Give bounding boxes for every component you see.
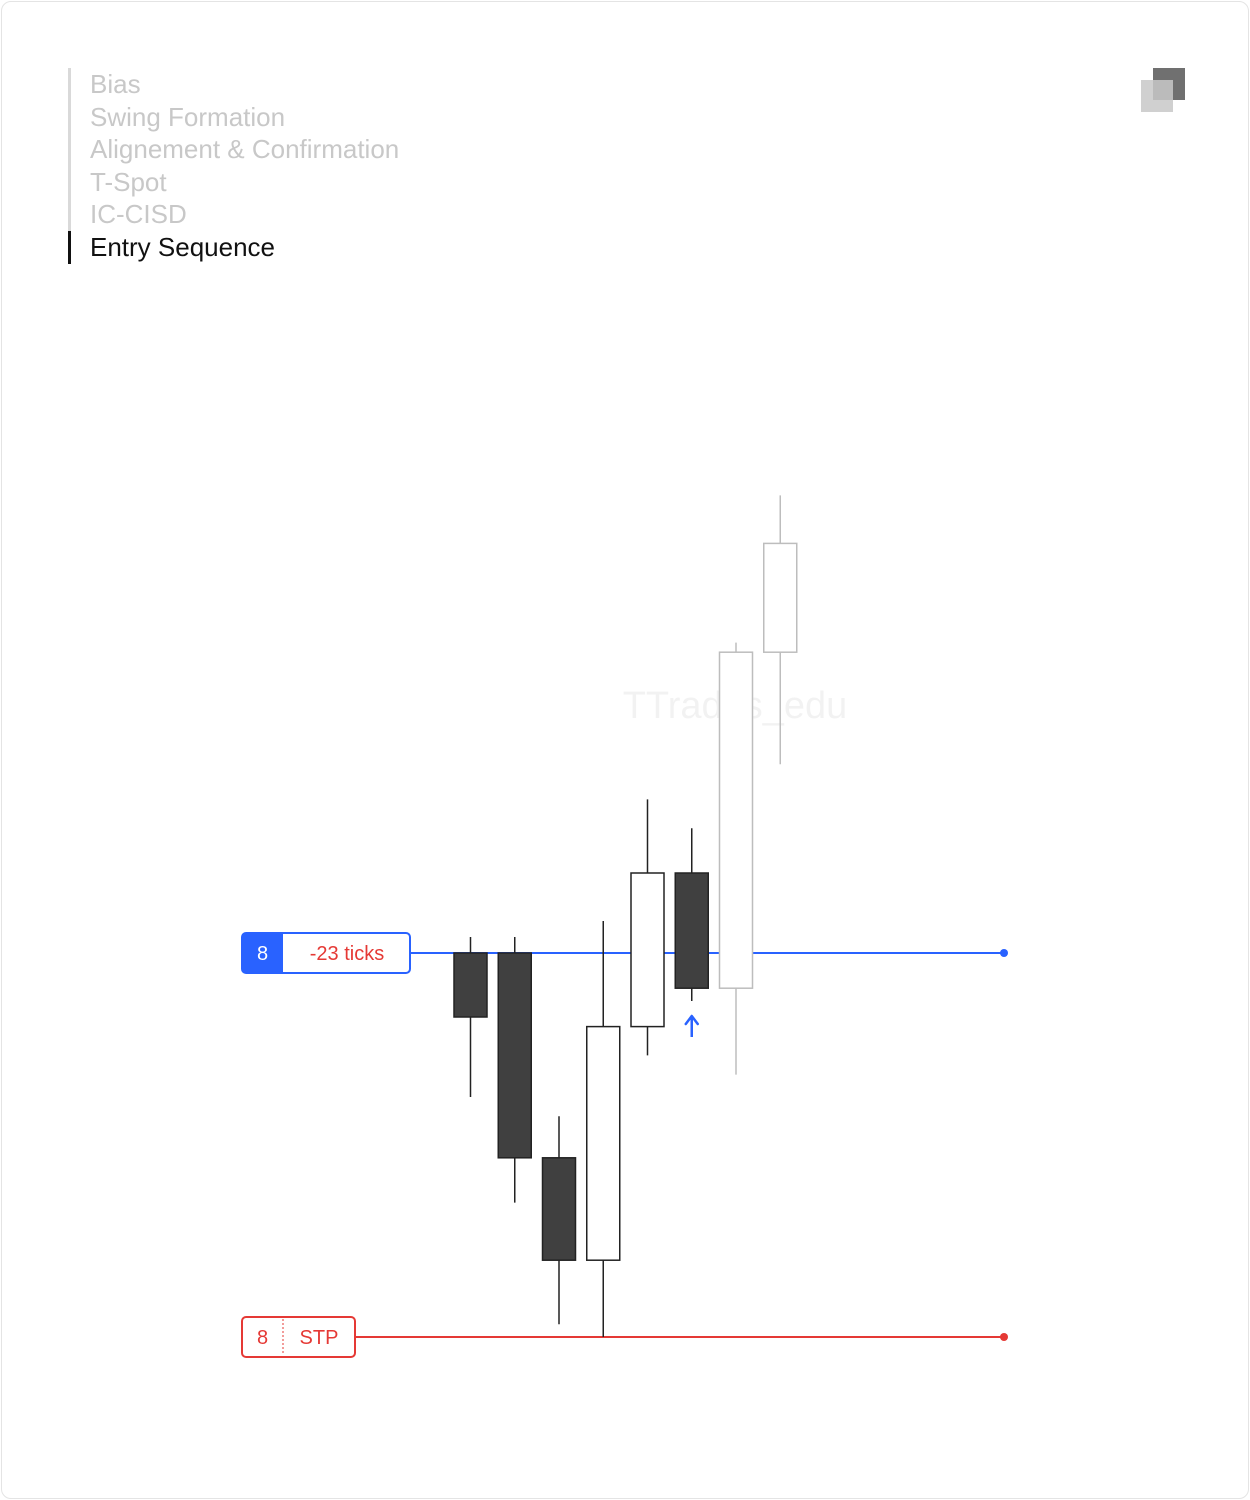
- candle-body-bearish: [541, 1157, 577, 1261]
- candle: [718, 642, 754, 1075]
- step-entry-sequence: Entry Sequence: [68, 230, 491, 264]
- step-t-spot: T-Spot: [90, 166, 167, 197]
- candle: [763, 495, 798, 765]
- candle-body-bearish: [453, 952, 488, 1018]
- brand-logo: [1141, 68, 1187, 114]
- step-swing-formation: Swing Formation: [90, 101, 286, 132]
- candle: [630, 799, 665, 1056]
- entry-level-handle[interactable]: [1000, 949, 1008, 957]
- candle: [674, 828, 709, 1001]
- candle: [497, 937, 532, 1203]
- candle: [586, 921, 621, 1337]
- stop-order-qty: 8: [257, 1327, 268, 1349]
- candles: [453, 495, 798, 1337]
- candle-body-bearish: [674, 872, 709, 989]
- step-ic-cisd: IC-CISD: [90, 199, 187, 230]
- candle-body-bullish: [630, 872, 665, 1028]
- stop-order-tag[interactable]: 8 STP: [241, 1316, 356, 1358]
- candle-body-bullish: [718, 651, 754, 989]
- candle-body-bearish: [497, 952, 532, 1159]
- stop-level-handle[interactable]: [1000, 1333, 1008, 1341]
- step-list: Bias Swing Formation Alignement & Confirma…: [68, 68, 491, 264]
- stop-order-label: STP: [300, 1327, 339, 1349]
- entry-order-qty: 8: [257, 943, 268, 965]
- step-alignement-confirmation: Alignement & Confirmation: [90, 134, 400, 165]
- candle: [453, 937, 488, 1097]
- entry-arrow-icon: [684, 1014, 699, 1037]
- step-bias: Bias: [90, 69, 141, 99]
- order-levels: [355, 949, 1008, 1341]
- logo-front-square: [1141, 80, 1173, 112]
- candle-body-bullish: [763, 542, 798, 653]
- candle: [541, 1116, 577, 1325]
- entry-order-tag[interactable]: 8 -23 ticks: [241, 932, 411, 974]
- entry-order-label: -23 ticks: [310, 943, 384, 965]
- order-tags: 8 -23 ticks 8 STP: [241, 932, 411, 1358]
- candle-body-bullish: [586, 1025, 621, 1261]
